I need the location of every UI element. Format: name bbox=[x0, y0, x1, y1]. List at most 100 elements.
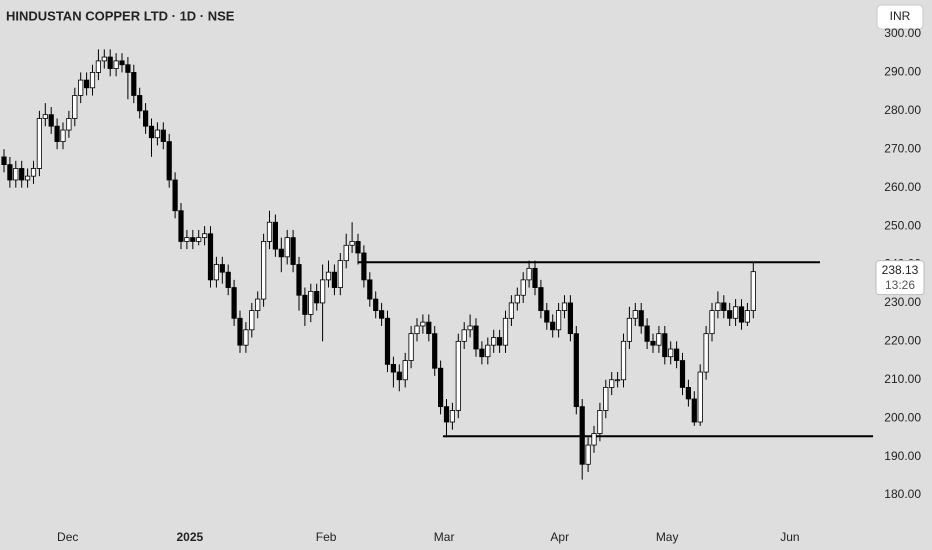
candle-body bbox=[60, 129, 66, 142]
candle-body bbox=[449, 410, 456, 423]
candle-body bbox=[662, 333, 668, 358]
candle-body bbox=[107, 56, 113, 69]
y-tick-label: 290.00 bbox=[884, 65, 921, 79]
x-tick-label: 2025 bbox=[176, 530, 203, 544]
candle-body bbox=[437, 367, 444, 408]
candle-body bbox=[166, 141, 172, 181]
candle-body bbox=[349, 241, 355, 246]
candle-body bbox=[142, 110, 149, 127]
candle-body bbox=[733, 306, 739, 319]
candle-body bbox=[656, 333, 662, 346]
candle-body bbox=[101, 56, 107, 62]
candle-body bbox=[420, 321, 426, 327]
candle-body bbox=[255, 298, 261, 312]
candle-body bbox=[213, 264, 219, 281]
candle-body bbox=[679, 360, 686, 388]
candle-body bbox=[84, 79, 90, 89]
y-tick-label: 180.00 bbox=[884, 487, 921, 501]
candle-body bbox=[508, 302, 515, 319]
candle-body bbox=[526, 267, 532, 281]
candle-body bbox=[402, 360, 408, 381]
candle-body bbox=[148, 125, 155, 139]
candle-body bbox=[131, 72, 137, 96]
candle-body bbox=[201, 233, 208, 239]
candle-body bbox=[426, 321, 432, 335]
candle-body bbox=[302, 294, 308, 315]
countdown: 13:26 bbox=[885, 278, 915, 292]
y-tick-label: 250.00 bbox=[884, 218, 921, 232]
y-tick-label: 190.00 bbox=[884, 449, 921, 463]
x-tick-label: Mar bbox=[434, 530, 455, 544]
y-tick-label: 200.00 bbox=[884, 410, 921, 424]
candle-body bbox=[390, 363, 397, 373]
candle-body bbox=[284, 237, 290, 258]
candle-body bbox=[561, 302, 568, 312]
candle-body bbox=[42, 114, 48, 119]
candle-body bbox=[95, 60, 101, 73]
candle-body bbox=[691, 398, 697, 423]
candle-body bbox=[727, 310, 733, 319]
candle-body bbox=[538, 287, 544, 312]
candle-body bbox=[278, 248, 284, 258]
candle-body bbox=[325, 271, 332, 281]
x-tick-label: May bbox=[656, 530, 679, 544]
candle-body bbox=[137, 95, 143, 112]
candle-body bbox=[632, 310, 638, 319]
candle-body bbox=[473, 325, 479, 350]
candle-body bbox=[154, 129, 160, 139]
candle-body bbox=[721, 302, 727, 312]
candle-body bbox=[314, 290, 320, 304]
candle-body bbox=[237, 317, 243, 346]
x-tick-label: Dec bbox=[57, 530, 78, 544]
x-tick-label: Feb bbox=[316, 530, 337, 544]
candle-body bbox=[66, 118, 72, 131]
candle-body bbox=[296, 264, 302, 296]
candle-body bbox=[414, 325, 420, 335]
candle-body bbox=[620, 340, 627, 381]
x-tick-label: Apr bbox=[550, 530, 569, 544]
candle-body bbox=[190, 237, 196, 242]
candle-body bbox=[744, 310, 751, 323]
candle-body bbox=[491, 337, 497, 346]
candle-body bbox=[709, 310, 715, 335]
price-tag bbox=[875, 260, 925, 296]
candle-body bbox=[1, 156, 7, 166]
candle-body bbox=[36, 118, 43, 169]
candle-body bbox=[644, 325, 650, 342]
candle-body bbox=[78, 79, 84, 96]
candle-body bbox=[485, 344, 491, 358]
candle-body bbox=[178, 210, 184, 242]
candle-body bbox=[502, 317, 509, 346]
x-tick-label: Jun bbox=[780, 530, 799, 544]
candle-body bbox=[384, 317, 391, 365]
candle-body bbox=[272, 221, 279, 250]
y-tick-label: 300.00 bbox=[884, 26, 921, 40]
y-tick-label: 220.00 bbox=[884, 334, 921, 348]
candle-body bbox=[113, 60, 119, 69]
candle-body bbox=[603, 387, 609, 411]
y-tick-label: 260.00 bbox=[884, 180, 921, 194]
candle-body bbox=[615, 379, 621, 382]
candle-body bbox=[579, 406, 585, 465]
candle-body bbox=[514, 294, 520, 304]
candle-body bbox=[638, 310, 644, 327]
candle-body bbox=[337, 260, 343, 288]
candle-body bbox=[573, 333, 579, 408]
y-tick-label: 280.00 bbox=[884, 103, 921, 117]
candle-body bbox=[89, 72, 96, 89]
currency-label[interactable]: INR bbox=[890, 9, 911, 23]
candle-body bbox=[361, 252, 367, 281]
candle-body bbox=[443, 406, 450, 423]
candle-body bbox=[319, 279, 326, 304]
candle-body bbox=[119, 60, 125, 66]
candle-body bbox=[308, 290, 314, 315]
candle-body bbox=[30, 168, 37, 177]
candle-body bbox=[48, 114, 54, 127]
candle-body bbox=[54, 125, 60, 142]
candle-body bbox=[160, 129, 166, 142]
currency-button[interactable] bbox=[876, 4, 924, 30]
candle-body bbox=[7, 164, 13, 181]
